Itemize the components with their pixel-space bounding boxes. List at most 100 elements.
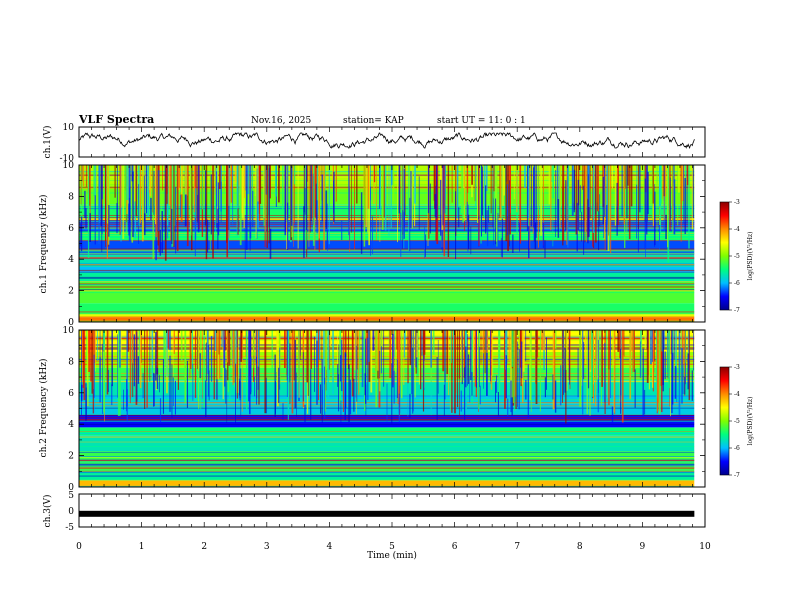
spectrogram-vstreak [566,330,568,391]
ytick-label: 6 [68,224,74,234]
spectrogram-vstreak [623,165,625,225]
spectrogram-vstreak [451,330,453,413]
spectrogram-vstreak [575,165,578,235]
spectrogram-hline [79,250,695,252]
spectrogram-hline [79,249,695,251]
spectrogram-vstreak [498,330,500,354]
spectrogram-dropout [555,169,556,237]
spectrogram-vstreak [215,165,216,240]
spectrogram-hline [79,217,695,219]
colorbar-bar [719,201,730,311]
spectrogram-vstreak [551,165,553,182]
spectrogram-dropout [597,339,599,394]
spectrogram-hline [79,451,695,452]
spectrogram-vstreak [117,330,120,416]
spectrogram-vstreak [328,330,330,370]
spectrogram-dropout [370,186,371,256]
spectrogram-dropout [467,214,470,250]
spectrogram-vstreak [595,330,597,407]
spectrogram-vstreak [494,165,496,228]
spectrogram-hline [79,170,695,172]
spectrogram-vstreak [151,330,154,381]
ch1-spectrogram-yticks: 10 8 6 4 2 0 [63,161,705,328]
spectrogram-dropout [159,375,160,393]
spectrogram-vstreak [88,330,90,372]
spectrogram-hline [79,380,695,383]
spectrogram-vstreak [351,165,352,233]
spectrogram-dropout [282,403,284,420]
spectrogram-dropout [639,165,641,213]
spectrogram-dropout [684,177,686,235]
spectrogram-vstreak [498,330,501,396]
spectrogram-dropout [296,372,297,417]
spectrogram-vstreak [80,165,82,205]
spectrogram-dropout [341,220,343,241]
spectrogram-dropout [423,354,425,391]
spectrogram-dropout [205,380,207,418]
spectrogram-vstreak [223,330,225,368]
colorbar-label: log(PSD)(V²/Hz) [747,232,754,281]
spectrogram-vstreak [562,165,565,241]
spectrogram-dropout [510,380,512,413]
spectrogram-dropout [199,353,201,379]
spectrogram-vstreak [171,165,173,247]
spectrogram-hline [79,171,695,173]
spectrogram-dropout [512,234,514,253]
spectrogram-dropout [310,165,312,222]
spectrogram-vstreak [87,165,90,258]
spectrogram-dropout [509,180,510,247]
spectrogram-vstreak [614,330,616,415]
spectrogram-vstreak [124,165,126,207]
spectrogram-vstreak [354,165,355,250]
spectrogram-vstreak [541,330,543,351]
spectrogram-dropout [441,230,443,250]
spectrogram-vstreak [522,330,525,372]
spectrogram-dropout [365,338,367,404]
spectrogram-vstreak [418,330,420,385]
spectrogram-dropout [226,369,228,423]
spectrogram-vstreak [236,165,239,209]
xtick-label: 5 [389,542,395,552]
spectrogram-dropout [440,179,442,236]
spectrogram-dropout [210,335,213,382]
spectrogram-dropout [99,330,101,380]
spectrogram-vstreak [656,330,658,412]
spectrogram-vstreak [108,330,110,349]
spectrogram-vstreak [95,330,96,372]
spectrogram-hline [79,330,695,332]
spectrogram-hline [79,223,695,225]
spectrogram-vstreak [257,330,258,378]
spectrogram-dropout [316,200,318,234]
spectrogram-dropout [252,190,254,228]
spectrogram-vstreak [586,165,588,243]
spectrogram-dropout [664,165,666,221]
spectrogram-vstreak [284,330,286,369]
colorbar-tick-label: -5 [734,418,740,425]
spectrogram-dropout [204,170,207,226]
spectrogram-dropout [393,370,395,404]
spectrogram-hline [79,358,695,360]
spectrogram-vstreak [138,330,140,377]
spectrogram-dropout [533,167,535,228]
spectrogram-dropout [467,354,470,384]
spectrogram-vstreak [595,330,597,362]
spectrogram-vstreak [443,165,446,257]
spectrogram-hline [79,441,695,443]
spectrogram-hline [79,174,695,176]
spectrogram-vstreak [81,165,83,222]
ch3-ytick-bottom: -5 [65,523,74,533]
spectrogram-hline [79,232,695,234]
ch1-ylabel: ch.1(V) [42,126,53,159]
spectrogram-dropout [360,192,363,254]
spectrogram-vstreak [178,165,181,188]
spectrogram-vstreak [247,165,249,194]
spectrogram-dropout [412,347,414,414]
ytick-label: 0 [68,318,74,328]
spectrogram-vstreak [565,330,567,370]
x-axis-label: Time (min) [367,550,417,561]
spectrogram-vstreak [414,330,416,398]
spectrogram-vstreak [608,165,610,236]
spectrogram-vstreak [593,330,594,404]
spectrogram-dropout [278,367,280,404]
spectrogram-dropout [621,165,623,217]
